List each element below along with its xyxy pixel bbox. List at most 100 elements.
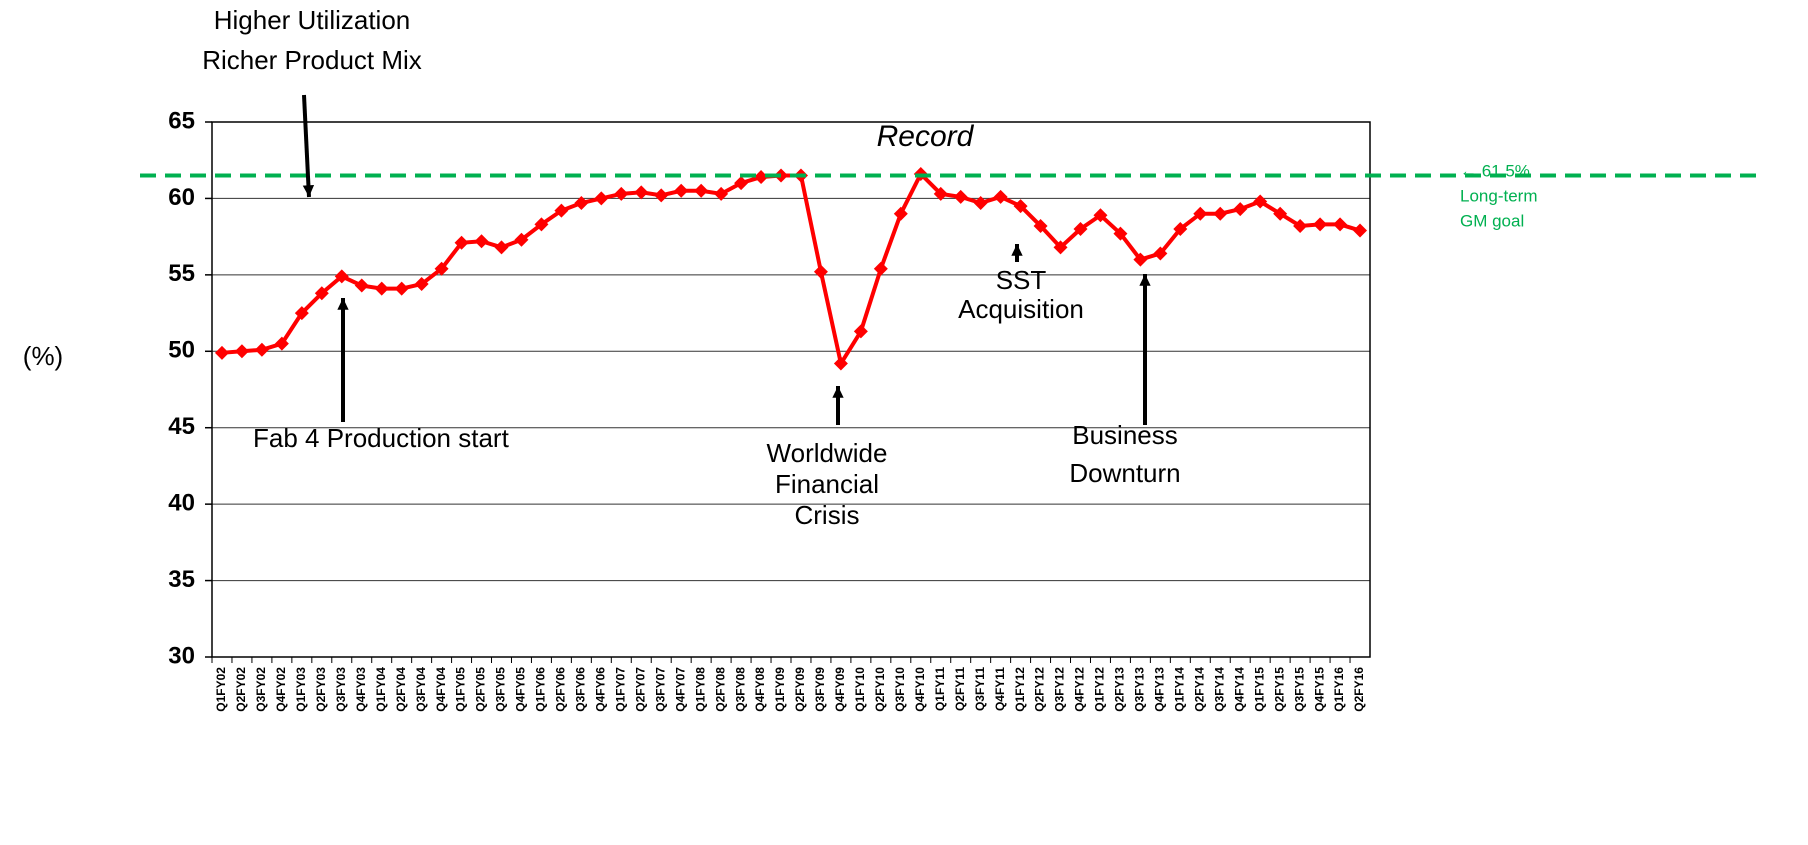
x-tick-label: Q4FY04 [434,667,448,712]
marker [993,189,1008,204]
y-tick-label: 35 [168,566,195,593]
marker [1253,194,1268,209]
marker [354,278,369,293]
x-tick-label: Q4FY05 [514,667,528,712]
y-tick-label: 65 [168,107,195,134]
marker [833,356,848,371]
marker [1273,206,1288,221]
marker [1233,202,1248,217]
arrow [302,94,311,198]
x-tick-label: Q4FY09 [833,667,847,712]
arrow-head [1139,274,1151,286]
marker [514,232,529,247]
x-tick-label: Q3FY15 [1292,667,1306,712]
marker [274,336,289,351]
annotation: Richer Product Mix [202,45,422,75]
marker [754,170,769,185]
x-tick-label: Q2FY12 [1033,667,1047,712]
x-tick-label: Q1FY09 [773,667,787,712]
marker [694,183,709,198]
x-tick-label: Q2FY07 [633,667,647,712]
marker [1193,206,1208,221]
marker [1073,222,1088,236]
x-tick-label: Q1FY02 [214,667,228,712]
x-tick-label: Q1FY15 [1252,667,1266,712]
marker [314,286,329,301]
x-tick-label: Q1FY05 [454,667,468,712]
marker [1013,199,1028,214]
y-tick-label: 30 [168,642,195,669]
x-tick-label: Q4FY08 [753,667,767,712]
marker [774,168,789,183]
x-tick-label: Q4FY14 [1232,667,1246,712]
x-tick-label: Q1FY11 [933,667,947,711]
marker [594,191,609,206]
x-tick-label: Q2FY02 [234,667,248,712]
y-tick-label: 45 [168,413,195,440]
x-tick-label: Q4FY02 [274,667,288,712]
goal-label: GM goal [1460,211,1524,230]
annotation: SST [996,265,1047,295]
marker [953,189,968,204]
x-tick-label: Q2FY03 [314,667,328,712]
x-tick-label: Q3FY13 [1133,667,1147,712]
y-tick-label: 60 [168,184,195,211]
x-tick-label: Q1FY12 [1093,667,1107,712]
x-tick-label: Q3FY08 [733,667,747,712]
marker [414,277,429,292]
x-tick-label: Q4FY15 [1312,667,1326,712]
x-tick-label: Q1FY03 [294,667,308,712]
x-tick-label: Q2FY14 [1192,667,1206,712]
marker [294,306,309,321]
x-tick-label: Q3FY11 [973,667,987,711]
x-tick-label: Q1FY07 [613,667,627,712]
marker [494,240,509,255]
x-tick-label: Q1FY04 [374,667,388,712]
arrow-head [302,185,315,197]
marker [214,345,229,360]
marker [654,188,669,203]
x-tick-label: Q3FY14 [1212,667,1226,712]
annotation: Fab 4 Production start [253,423,510,453]
marker [1153,246,1168,261]
marker [554,203,569,218]
x-tick-label: Q4FY07 [673,667,687,712]
x-tick-label: Q1FY08 [693,667,707,712]
x-tick-label: Q2FY06 [554,667,568,712]
x-tick-label: Q1FY12 [1013,667,1027,712]
x-tick-label: Q2FY05 [474,667,488,712]
x-tick-label: Q3FY12 [1053,667,1067,712]
x-tick-label: Q3FY10 [893,667,907,712]
annotation: Business [1072,420,1178,450]
marker [853,324,868,339]
marker [1093,208,1108,223]
x-tick-label: Q1FY10 [853,667,867,712]
marker [454,235,469,250]
marker [714,186,729,201]
x-tick-label: Q3FY02 [254,667,268,712]
marker [394,281,409,296]
marker [734,176,749,191]
series-line [221,170,1361,369]
x-tick-label: Q4FY13 [1153,667,1167,712]
marker [873,261,888,276]
annotation: Financial [775,469,879,499]
x-tick-label: Q4FY12 [1073,667,1087,712]
annotation: Worldwide [767,438,888,468]
marker [334,269,349,284]
annotation: Crisis [795,500,860,530]
marker [933,186,948,201]
x-tick-label: Q3FY03 [334,667,348,712]
marker [474,234,489,249]
y-tick-label: 55 [168,260,195,287]
marker [434,261,449,276]
plot-frame [211,121,1371,658]
marker [254,342,269,357]
arrow-head [832,386,844,398]
x-tick-label: Q2FY04 [394,667,408,712]
marker [674,183,689,198]
x-tick-label: Q3FY06 [574,667,588,712]
annotation: Record [877,120,975,153]
x-tick-label: Q4FY06 [593,667,607,712]
